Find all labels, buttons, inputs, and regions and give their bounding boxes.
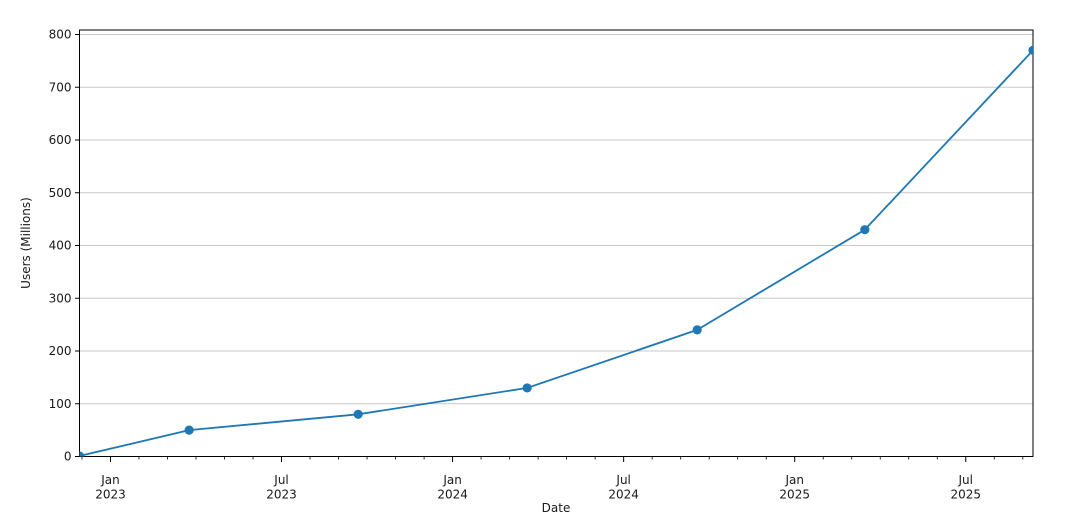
data-point: [184, 425, 194, 435]
y-tick-label: 600: [49, 133, 72, 147]
x-tick-year: 2024: [608, 488, 639, 502]
x-tick-year: 2024: [437, 488, 468, 502]
plot-border: [79, 29, 1034, 457]
x-tick-year: 2025: [950, 488, 981, 502]
y-tick-label: 500: [49, 186, 72, 200]
data-line: [79, 49, 1033, 457]
x-tick-month: Jul: [273, 473, 288, 487]
x-tick-month: Jul: [958, 473, 973, 487]
y-tick-label: 200: [49, 344, 72, 358]
data-point: [79, 451, 85, 457]
x-tick-month: Jul: [615, 473, 630, 487]
x-tick-year: 2025: [779, 488, 810, 502]
data-point: [1028, 45, 1033, 55]
x-tick-year: 2023: [95, 488, 126, 502]
x-tick-month: Jan: [784, 473, 804, 487]
x-tick-year: 2023: [266, 488, 297, 502]
y-tick-label: 700: [49, 80, 72, 94]
x-axis-label: Date: [541, 501, 571, 515]
x-tick-month: Jan: [442, 473, 462, 487]
x-axis-ticks: Jan2023Jul2023Jan2024Jul2024Jan2025Jul20…: [95, 456, 981, 502]
y-tick-label: 400: [49, 239, 72, 253]
data-point: [692, 325, 702, 335]
y-axis-ticks: 0 100 200 300 400 500 600 700 800: [49, 28, 80, 464]
data-point: [353, 409, 363, 419]
data-series: [79, 45, 1033, 457]
y-tick-label: 100: [49, 397, 72, 411]
y-tick-label: 800: [49, 28, 72, 42]
y-tick-label: 0: [64, 450, 72, 464]
gridlines: [79, 33, 1033, 457]
y-tick-label: 300: [49, 291, 72, 305]
data-point: [860, 225, 870, 235]
x-tick-month: Jan: [100, 473, 120, 487]
y-axis-label: Users (Millions): [19, 197, 33, 289]
x-axis-minor-ticks: [81, 456, 1024, 460]
data-point: [522, 383, 532, 393]
